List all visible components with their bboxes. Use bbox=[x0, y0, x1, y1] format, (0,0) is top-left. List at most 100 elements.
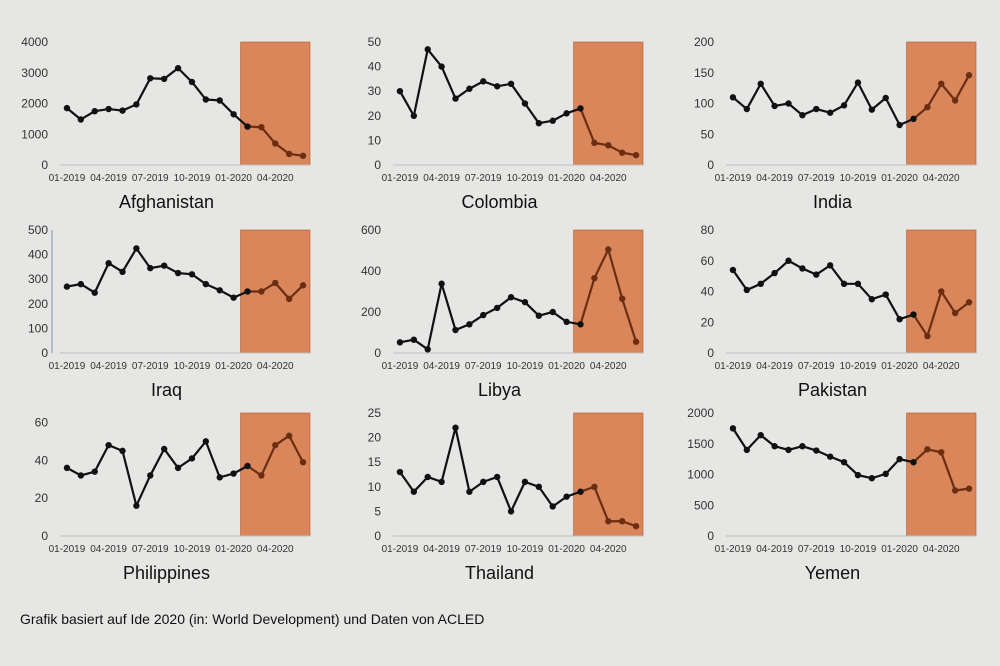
chart-grid: 0 1000 2000 3000 4000 01-2019 04-2019 07-2019 10… bbox=[21, 35, 999, 583]
x-tick-label: 10-2019 bbox=[174, 544, 211, 555]
data-point bbox=[202, 280, 210, 288]
chart-svg-yemen: 0 500 1000 1500 2000 01-2019 04-2019 07-2019 10-… bbox=[687, 406, 977, 555]
data-point bbox=[910, 311, 917, 318]
country-title: Pakistan bbox=[797, 380, 868, 400]
data-point bbox=[743, 105, 751, 113]
data-point bbox=[188, 271, 196, 278]
x-tick-label: 04-2019 bbox=[756, 544, 793, 555]
data-point bbox=[230, 111, 237, 118]
data-point bbox=[938, 80, 945, 88]
data-point bbox=[216, 97, 223, 104]
data-point bbox=[77, 280, 85, 288]
chart-svg-pakistan: 0 20 40 60 80 01-2019 04-2019 07-2019 10-2019 01-… bbox=[701, 223, 977, 372]
country-title: Thailand bbox=[464, 563, 535, 583]
x-tick-label: 01-2020 bbox=[881, 544, 918, 555]
data-point bbox=[480, 311, 487, 319]
data-point bbox=[785, 100, 792, 107]
y-tick-label: 150 bbox=[694, 66, 714, 80]
x-tick-label: 01-2019 bbox=[382, 544, 419, 555]
data-point bbox=[119, 447, 126, 455]
data-point bbox=[493, 83, 501, 90]
y-tick-label: 100 bbox=[694, 97, 714, 111]
data-point bbox=[105, 441, 112, 449]
data-point bbox=[924, 446, 931, 453]
data-point bbox=[577, 488, 584, 495]
x-tick-label: 10-2019 bbox=[174, 173, 211, 184]
series-line-pre bbox=[399, 426, 581, 513]
x-tick-label: 04-2020 bbox=[590, 544, 627, 555]
data-point bbox=[938, 449, 945, 456]
data-point bbox=[729, 266, 737, 274]
chart-panel-thailand: 0 5 10 15 20 25 01-2019 04-2019 07-2019 10-2019 01… bbox=[333, 371, 666, 583]
data-point bbox=[244, 288, 251, 295]
data-point bbox=[826, 109, 834, 116]
data-point bbox=[757, 80, 764, 88]
data-point bbox=[147, 75, 154, 82]
data-point bbox=[896, 121, 903, 129]
data-point bbox=[521, 478, 529, 486]
chart-svg-philippines: 0 20 40 60 01-2019 04-2019 07-2019 10-2019 01-20… bbox=[35, 412, 311, 555]
data-point bbox=[618, 295, 626, 302]
data-point bbox=[965, 72, 973, 79]
data-point bbox=[91, 107, 98, 115]
x-tick-label: 04-2019 bbox=[756, 173, 793, 184]
data-point bbox=[854, 280, 862, 288]
y-tick-label: 200 bbox=[694, 35, 714, 49]
data-point bbox=[77, 116, 85, 123]
data-point bbox=[258, 472, 265, 479]
data-point bbox=[771, 269, 778, 277]
data-point bbox=[591, 483, 598, 490]
data-point bbox=[119, 107, 126, 114]
data-point bbox=[63, 104, 71, 112]
data-point bbox=[299, 282, 307, 289]
data-point bbox=[258, 123, 265, 131]
data-point bbox=[521, 100, 529, 107]
data-point bbox=[605, 142, 612, 149]
y-tick-label: 0 bbox=[374, 158, 381, 172]
y-tick-label: 1000 bbox=[21, 127, 48, 141]
x-tick-label: 01-2020 bbox=[548, 173, 585, 184]
data-point bbox=[507, 294, 515, 301]
x-tick-label: 07-2019 bbox=[132, 544, 169, 555]
data-point bbox=[535, 119, 543, 127]
y-tick-label: 300 bbox=[28, 272, 48, 286]
data-point bbox=[549, 117, 556, 124]
data-point bbox=[272, 140, 279, 147]
data-point bbox=[632, 338, 640, 345]
data-point bbox=[272, 441, 279, 449]
x-tick-label: 04-2020 bbox=[590, 173, 627, 184]
y-tick-label: 30 bbox=[368, 84, 382, 98]
y-tick-label: 0 bbox=[41, 158, 48, 172]
data-point bbox=[924, 332, 931, 340]
x-tick-label: 04-2020 bbox=[923, 361, 960, 372]
data-point bbox=[563, 493, 570, 500]
data-point bbox=[535, 312, 543, 319]
data-point bbox=[965, 485, 973, 492]
x-tick-label: 04-2019 bbox=[90, 173, 127, 184]
country-title: Libya bbox=[477, 380, 522, 400]
x-tick-label: 04-2020 bbox=[257, 544, 294, 555]
data-point bbox=[591, 139, 598, 147]
x-tick-label: 04-2020 bbox=[923, 173, 960, 184]
x-tick-label: 10-2019 bbox=[507, 544, 544, 555]
x-tick-label: 01-2019 bbox=[49, 173, 86, 184]
data-point bbox=[452, 95, 459, 102]
data-point bbox=[202, 438, 210, 445]
data-point bbox=[452, 424, 459, 431]
y-tick-label: 20 bbox=[368, 109, 382, 123]
data-point bbox=[549, 308, 556, 316]
data-point bbox=[133, 101, 140, 108]
x-tick-label: 10-2019 bbox=[840, 544, 877, 555]
data-point bbox=[563, 318, 570, 326]
data-point bbox=[785, 446, 792, 454]
data-point bbox=[258, 288, 265, 295]
chart-panel-yemen: 0 500 1000 1500 2000 01-2019 04-2019 07-2019 10-… bbox=[666, 371, 999, 583]
x-tick-label: 10-2019 bbox=[507, 173, 544, 184]
y-tick-label: 3000 bbox=[21, 66, 48, 80]
data-point bbox=[299, 152, 307, 159]
y-tick-label: 25 bbox=[368, 406, 382, 420]
chart-svg-libya: 0 200 400 600 01-2019 04-2019 07-2019 10-2019 01… bbox=[361, 223, 644, 372]
data-point bbox=[77, 472, 85, 479]
data-point bbox=[577, 105, 584, 112]
data-point bbox=[813, 105, 820, 113]
